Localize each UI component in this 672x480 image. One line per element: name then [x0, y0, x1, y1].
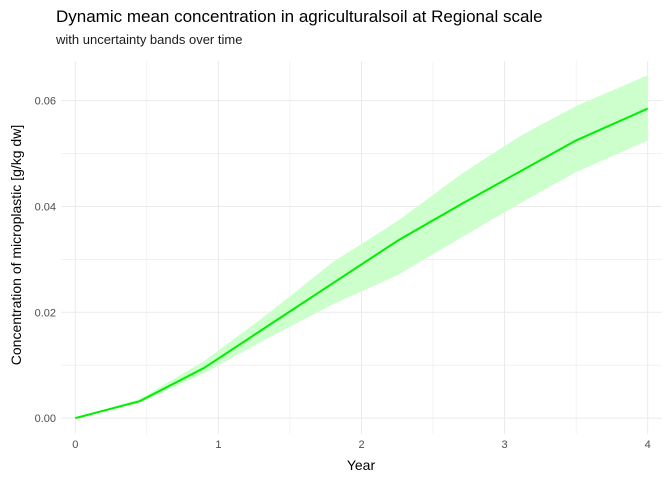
x-tick-label: 1: [215, 439, 221, 451]
uncertainty-band-layer: [75, 75, 648, 419]
y-tick-label: 0.06: [35, 96, 56, 108]
x-tick-label: 3: [502, 439, 508, 451]
x-axis-title: Year: [347, 457, 376, 473]
chart-title: Dynamic mean concentration in agricultur…: [56, 7, 543, 26]
mean-line-layer: [75, 107, 649, 420]
x-tick-label: 0: [72, 439, 78, 451]
tick-labels: 0 1 2 3 4 0.00 0.02 0.04 0.06: [35, 96, 651, 451]
y-tick-label: 0.04: [35, 201, 56, 213]
uncertainty-band: [75, 75, 648, 419]
y-tick-label: 0.02: [35, 307, 56, 319]
mean-concentration-line: [75, 107, 649, 420]
x-tick-label: 2: [358, 439, 364, 451]
x-tick-label: 4: [645, 439, 651, 451]
y-axis-title: Concentration of microplastic [g/kg dw]: [8, 125, 24, 365]
chart-subtitle: with uncertainty bands over time: [56, 32, 243, 47]
y-tick-label: 0.00: [35, 413, 56, 425]
grid-lines: [61, 61, 662, 434]
